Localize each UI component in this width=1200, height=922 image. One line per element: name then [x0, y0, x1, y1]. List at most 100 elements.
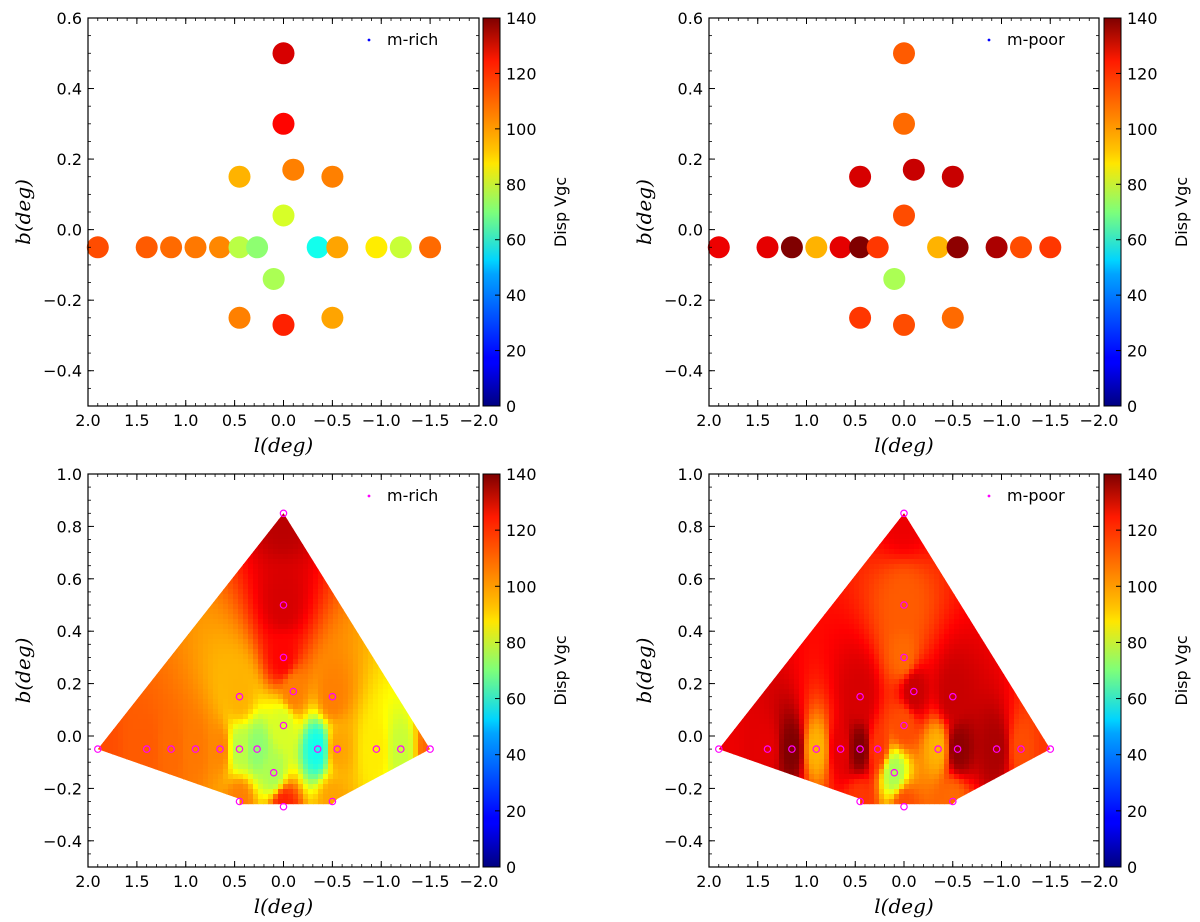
sample-marker: [900, 721, 908, 730]
colorbar-gradient: [482, 17, 501, 407]
x-tick-label: −2.0: [1080, 872, 1119, 891]
x-tick-label: 0.0: [891, 411, 916, 430]
x-tick-label: 0.5: [222, 872, 247, 891]
data-point: [160, 236, 183, 259]
colorbar-tick-label: 100: [1127, 120, 1158, 139]
sample-marker: [909, 687, 918, 696]
data-point: [829, 236, 852, 259]
sample-marker: [235, 692, 244, 701]
colorbar-tick-label: 100: [1127, 577, 1158, 596]
sample-marker: [313, 745, 322, 753]
data-point: [228, 165, 251, 188]
data-point: [849, 236, 872, 259]
colorbar-tick-label: 40: [1127, 286, 1147, 305]
data-point: [893, 204, 915, 227]
legend-label: m-poor: [1007, 486, 1065, 505]
colorbar-tick-label: 20: [506, 342, 526, 361]
data-point: [756, 236, 779, 259]
colorbar-gradient: [1103, 473, 1122, 868]
colorbar-tick-label: 60: [506, 231, 526, 250]
data-point: [246, 236, 269, 259]
sample-marker: [94, 745, 102, 753]
colorbar-tick-label: 0: [506, 397, 516, 416]
legend-marker: [367, 494, 371, 498]
x-tick-label: 1.5: [745, 872, 770, 891]
colorbar-label: Disp Vgc: [1172, 635, 1191, 705]
sample-marker: [856, 692, 864, 701]
data-point: [946, 236, 969, 259]
colorbar-tick-label: 120: [506, 521, 537, 540]
x-tick-label: −1.5: [1031, 411, 1070, 430]
data-point: [228, 236, 251, 259]
data-point: [228, 306, 251, 329]
colorbar-gradient: [1103, 17, 1122, 407]
colorbar: 0 20 40 60 80 100 120 140 Disp Vgc: [1103, 9, 1191, 416]
sample-marker: [948, 797, 957, 806]
data-point: [209, 236, 231, 259]
colorbar-tick-label: 80: [506, 175, 526, 194]
colorbar-tick-label: 80: [506, 633, 526, 652]
x-axis-label: l(deg): [874, 433, 933, 457]
x-tick-label: 1.0: [794, 872, 819, 891]
sample-marker: [279, 509, 288, 518]
x-tick-label: 0.0: [271, 411, 296, 430]
x-tick-label: −2.0: [460, 872, 499, 891]
sample-marker: [1046, 745, 1055, 753]
sample-marker: [167, 745, 175, 753]
y-tick-label: 0.4: [678, 622, 703, 641]
colorbar-tick-label: 140: [506, 465, 537, 484]
colorbar-tick-label: 20: [1127, 802, 1147, 821]
sample-marker: [992, 745, 1001, 753]
x-tick-label: 2.0: [75, 411, 100, 430]
sample-marker: [900, 653, 908, 662]
data-point: [893, 42, 915, 65]
x-tick-label: −0.5: [313, 872, 352, 891]
sample-marker: [333, 745, 342, 753]
y-axis-label: b(deg): [632, 638, 656, 704]
sample-marker: [279, 721, 288, 730]
sample-marker: [191, 745, 200, 753]
sample-marker: [279, 653, 288, 662]
data-point: [365, 236, 388, 259]
data-point: [272, 204, 295, 227]
y-tick-label: 0.4: [57, 622, 82, 641]
sample-marker: [714, 745, 723, 753]
colorbar-tick-label: 140: [506, 9, 537, 28]
data-point: [321, 165, 344, 188]
data-point: [707, 236, 730, 259]
sample-marker: [235, 745, 244, 753]
x-tick-label: −1.0: [362, 411, 401, 430]
colorbar-tick-label: 20: [506, 802, 526, 821]
sample-marker: [934, 745, 942, 753]
y-tick-label: −0.2: [43, 291, 82, 310]
data-point: [326, 236, 349, 259]
legend-label: m-rich: [387, 30, 438, 49]
sample-marker: [900, 802, 908, 811]
x-axis-label: l(deg): [874, 894, 933, 918]
colorbar-tick-label: 140: [1127, 9, 1158, 28]
sample-marker: [763, 745, 772, 753]
legend-marker: [987, 38, 991, 42]
y-axis-label: b(deg): [632, 179, 656, 245]
data-point: [272, 112, 295, 135]
sample-marker: [890, 768, 899, 777]
y-tick-label: −0.4: [43, 832, 82, 851]
x-tick-label: 0.0: [891, 872, 916, 891]
sample-marker: [269, 768, 278, 777]
x-tick-label: 1.0: [173, 872, 198, 891]
y-tick-label: 0.2: [57, 675, 82, 694]
data-point: [135, 236, 158, 259]
sample-marker: [372, 745, 381, 753]
data-point: [272, 42, 295, 65]
sample-marker: [953, 745, 962, 753]
sample-marker: [856, 797, 864, 806]
x-tick-label: 0.5: [222, 411, 247, 430]
y-tick-label: 0.4: [57, 80, 82, 99]
data-point: [941, 306, 964, 329]
data-point: [321, 306, 344, 329]
y-tick-label: 0.8: [57, 517, 82, 536]
colorbar: 0 20 40 60 80 100 120 140 Disp Vgc: [482, 465, 570, 877]
y-tick-label: 0.4: [678, 80, 703, 99]
x-tick-label: 0.0: [271, 872, 296, 891]
